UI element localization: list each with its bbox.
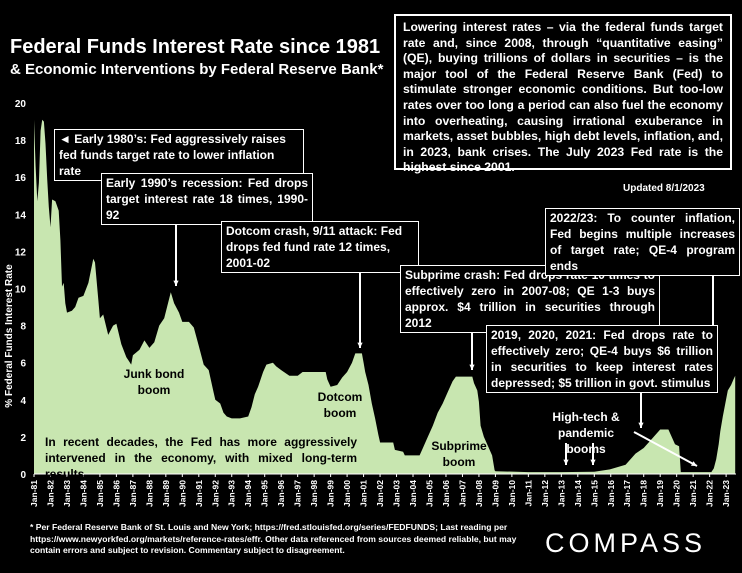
x-tick-label: Jan-94 — [243, 480, 253, 507]
x-tick-label: Jan-81 — [29, 480, 39, 507]
x-tick-label: Jan-99 — [326, 480, 336, 507]
chart-subtitle: & Economic Interventions by Federal Rese… — [10, 61, 384, 78]
annotation-recent-decades: In recent decades, the Fed has more aggr… — [45, 435, 357, 481]
label-high-tech-pandemic-booms: High-tech & pandemic booms — [552, 410, 620, 456]
arrow-1990s-head — [173, 280, 179, 286]
x-tick-label: Jan-18 — [639, 480, 649, 507]
x-tick-label: Jan-03 — [392, 480, 402, 507]
x-tick-label: Jan-90 — [177, 480, 187, 507]
x-tick-label: Jan-96 — [276, 480, 286, 507]
x-tick-label: Jan-08 — [474, 480, 484, 507]
x-tick-label: Jan-09 — [490, 480, 500, 507]
annotation-2019-2021: 2019, 2020, 2021: Fed drops rate to effe… — [486, 325, 718, 393]
y-tick-label: 20 — [15, 99, 27, 110]
y-tick-label: 8 — [20, 322, 26, 333]
arrow-dotcom-head — [357, 342, 363, 348]
x-tick-label: Jan-17 — [622, 480, 632, 507]
y-tick-label: 6 — [20, 359, 26, 370]
y-axis-label: % Federal Funds Interest Rate — [4, 264, 15, 408]
x-tick-label: Jan-84 — [78, 480, 88, 507]
x-tick-label: Jan-87 — [128, 480, 138, 507]
arrow-pandemic-head — [691, 461, 697, 466]
y-tick-label: 2 — [20, 433, 26, 444]
rate-area — [34, 119, 736, 474]
x-tick-label: Jan-07 — [457, 480, 467, 507]
x-tick-label: Jan-00 — [342, 480, 352, 507]
y-tick-label: 10 — [15, 285, 27, 296]
x-tick-label: Jan-15 — [589, 480, 599, 507]
y-tick-label: 14 — [15, 210, 27, 221]
x-tick-label: Jan-12 — [540, 480, 550, 507]
updated-date: Updated 8/1/2023 — [623, 183, 705, 194]
x-tick-label: Jan-83 — [62, 480, 72, 507]
x-tick-label: Jan-02 — [375, 480, 385, 507]
annotation-dotcom: Dotcom crash, 9/11 attack: Fed drops fed… — [221, 221, 419, 273]
annotation-early-1980s: ◄ Early 1980’s: Fed aggressively raises … — [54, 129, 304, 181]
x-tick-label: Jan-82 — [45, 480, 55, 507]
x-tick-label: Jan-93 — [227, 480, 237, 507]
label-subprime-boom: Subprime boom — [431, 439, 487, 469]
x-tick-label: Jan-92 — [210, 480, 220, 507]
label-junk-bond-boom: Junk bond boom — [123, 367, 185, 397]
x-tick-label: Jan-01 — [359, 480, 369, 507]
x-tick-label: Jan-04 — [408, 480, 418, 507]
x-tick-label: Jan-16 — [606, 480, 616, 507]
x-tick-label: Jan-95 — [260, 480, 270, 507]
y-tick-label: 12 — [15, 247, 27, 258]
x-tick-label: Jan-91 — [194, 480, 204, 507]
annotation-early-1990s: Early 1990’s recession: Fed drops target… — [101, 173, 313, 225]
x-tick-label: Jan-20 — [672, 480, 682, 507]
arrow-pandemic — [633, 431, 698, 467]
x-tick-label: Jan-21 — [688, 480, 698, 507]
annotation-subprime: Subprime crash: Fed drops rate 10 times … — [400, 265, 660, 333]
info-box: Lowering interest rates – via the federa… — [394, 14, 732, 174]
x-tick-label: Jan-86 — [111, 480, 121, 507]
y-tick-label: 4 — [20, 396, 26, 407]
compass-logo: COMPASS — [545, 528, 707, 558]
y-tick-label: 0 — [20, 470, 26, 481]
x-tick-label: Jan-85 — [95, 480, 105, 507]
arrow-2019-head — [638, 422, 644, 428]
x-tick-label: Jan-22 — [705, 480, 715, 507]
arrow-high-tech-1-head — [563, 459, 569, 465]
y-tick-label: 18 — [15, 136, 27, 147]
arrow-subprime-head — [469, 364, 475, 370]
x-tick-label: Jan-98 — [309, 480, 319, 507]
y-tick-label: 16 — [15, 173, 27, 184]
x-tick-label: Jan-13 — [556, 480, 566, 507]
arrow-high-tech-2-head — [590, 459, 596, 465]
annotation-2022: 2022/23: To counter inflation, Fed begin… — [545, 208, 740, 276]
x-tick-label: Jan-23 — [721, 480, 731, 507]
x-tick-label: Jan-10 — [507, 480, 517, 507]
x-tick-label: Jan-14 — [573, 480, 583, 507]
x-tick-label: Jan-05 — [424, 480, 434, 507]
footnote: * Per Federal Reserve Bank of St. Louis … — [30, 522, 517, 556]
label-dotcom-boom: Dotcom boom — [317, 390, 363, 420]
x-tick-label: Jan-88 — [144, 480, 154, 507]
chart-title: Federal Funds Interest Rate since 1981 — [10, 36, 381, 58]
x-tick-label: Jan-97 — [293, 480, 303, 507]
x-tick-label: Jan-19 — [655, 480, 665, 507]
x-tick-label: Jan-11 — [523, 480, 533, 507]
x-tick-label: Jan-89 — [161, 480, 171, 507]
x-tick-label: Jan-06 — [441, 480, 451, 507]
